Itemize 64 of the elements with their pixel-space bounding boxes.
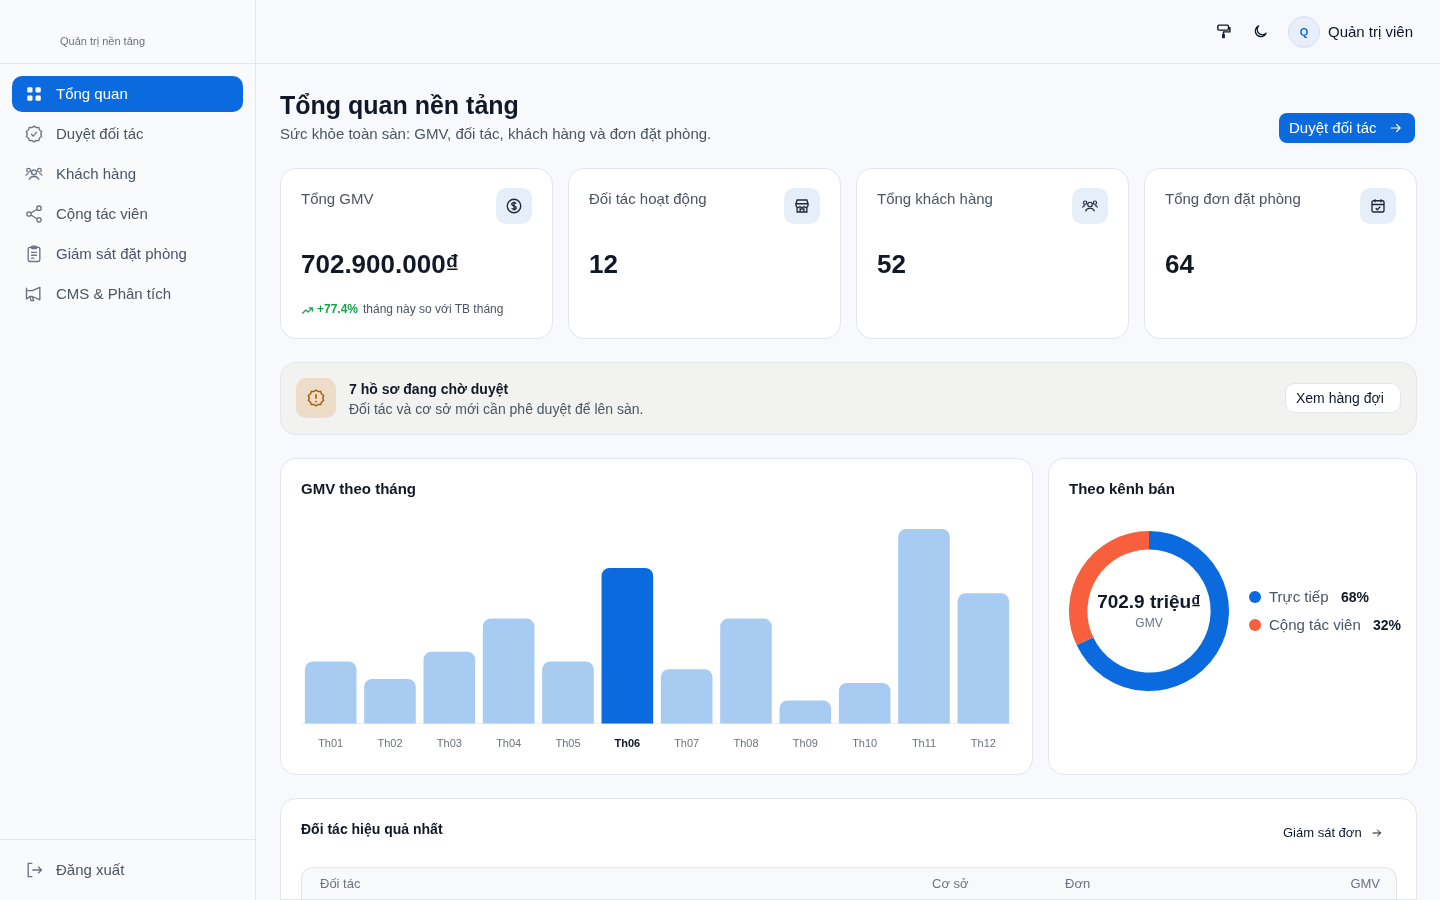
text: 702.9 triệu₫ xyxy=(1096,589,1202,614)
chart-title: GMV theo tháng xyxy=(301,479,416,499)
bar xyxy=(660,669,713,724)
text: +77.4% xyxy=(317,302,359,318)
bar xyxy=(957,593,1010,724)
bar xyxy=(720,618,772,724)
text: tháng này so với TB tháng xyxy=(363,302,504,318)
x-tick-label: Th04 xyxy=(496,737,522,750)
data-label: 68% xyxy=(1341,587,1370,607)
chart-title: Theo kênh bán xyxy=(1069,479,1175,499)
bar xyxy=(364,679,416,724)
text: Quản trị viên xyxy=(1328,22,1414,42)
text: Tổng quan nền tảng xyxy=(280,89,519,121)
text: Đối tác hoạt động xyxy=(589,189,707,209)
text: CMS & Phân tích xyxy=(56,284,172,304)
text: Cộng tác viên xyxy=(56,204,148,224)
text: Đơn xyxy=(1065,875,1091,893)
text: Cơ sở xyxy=(932,875,969,893)
text: Xem hàng đợi xyxy=(1296,388,1384,408)
x-tick-label: Th05 xyxy=(555,737,581,750)
bar xyxy=(304,661,357,724)
bar xyxy=(898,529,950,724)
bar xyxy=(838,682,891,724)
x-tick-label: Th11 xyxy=(911,737,937,750)
text: 7 hồ sơ đang chờ duyệt xyxy=(349,379,509,399)
text: 64 xyxy=(1165,248,1194,282)
legend-label: Cộng tác viên xyxy=(1269,615,1361,635)
x-tick-label: Th01 xyxy=(318,737,344,750)
bar xyxy=(482,618,535,724)
text: Tổng GMV xyxy=(301,189,374,209)
x-tick-label: Th06 xyxy=(614,737,641,750)
text: GMV xyxy=(1350,875,1380,893)
text: GMV xyxy=(1134,616,1164,632)
text: Q xyxy=(1288,16,1320,48)
text: Đối tác hiệu quả nhất xyxy=(301,819,443,839)
text: Tổng đơn đặt phòng xyxy=(1165,189,1301,209)
text: Tổng quan xyxy=(56,84,128,104)
text: Đối tác và cơ sở mới cần phê duyệt để lên sàn. xyxy=(349,399,644,419)
text: Duyệt đối tác xyxy=(1289,118,1377,138)
text: Sức khỏe toàn sàn: GMV, đối tác, khách hàng và đơn đặt phòng. xyxy=(280,124,712,144)
text: 702.900.000₫ xyxy=(301,248,459,282)
x-tick-label: Th02 xyxy=(377,737,403,750)
x-tick-label: Th07 xyxy=(674,737,700,750)
x-tick-label: Th10 xyxy=(852,737,878,750)
text: Duyệt đối tác xyxy=(56,124,144,144)
text: 12 xyxy=(589,248,618,282)
x-tick-label: Th08 xyxy=(733,737,759,750)
bar xyxy=(601,567,654,724)
bar xyxy=(779,700,832,724)
x-tick-label: Th03 xyxy=(436,737,462,750)
text: Đăng xuất xyxy=(56,860,125,880)
text: 52 xyxy=(877,248,906,282)
text: Giám sát đặt phòng xyxy=(56,244,187,264)
text: Đối tác xyxy=(320,875,361,893)
text: Tổng khách hàng xyxy=(877,189,993,209)
x-tick-label: Th09 xyxy=(792,737,818,750)
text: Quản trị nền tảng xyxy=(60,33,146,49)
x-tick-label: Th12 xyxy=(970,737,996,750)
text: Khách hàng xyxy=(56,164,137,184)
bar xyxy=(423,651,476,724)
data-label: 32% xyxy=(1373,615,1402,635)
text: Giám sát đơn xyxy=(1283,824,1362,842)
bar xyxy=(542,661,594,724)
legend-label: Trực tiếp xyxy=(1269,587,1329,607)
